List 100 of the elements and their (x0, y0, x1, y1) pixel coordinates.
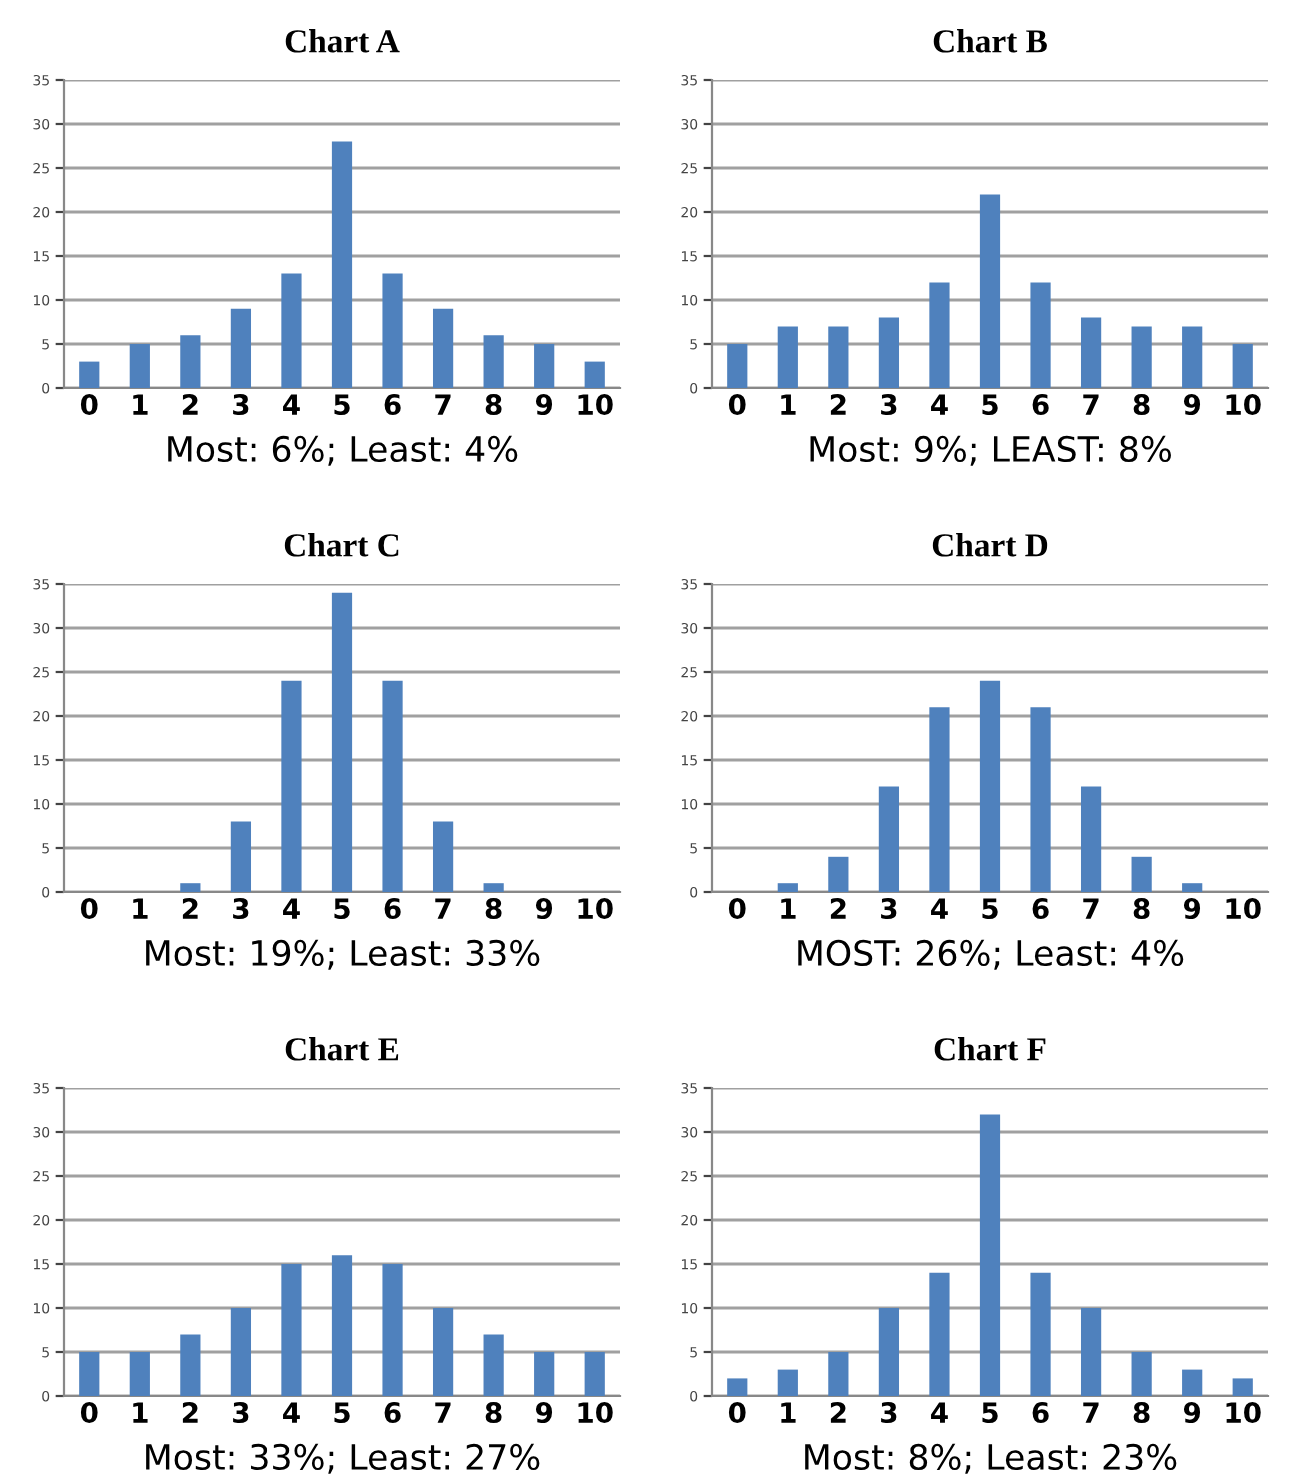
bar (331, 1255, 353, 1396)
text: Most: 9%; LEAST: 8% (810, 435, 1171, 466)
bar (929, 282, 950, 388)
x-tick-label: 8 (1133, 394, 1150, 416)
bar (929, 1272, 950, 1396)
bar (777, 883, 798, 892)
x-tick-label: 3 (233, 394, 249, 416)
x-tick-label: 0 (728, 394, 746, 416)
x-tick-label: 5 (334, 1402, 350, 1424)
bar (230, 821, 252, 892)
bar (483, 1334, 504, 1396)
bar (180, 335, 201, 388)
x-tick-label: 0 (728, 1402, 746, 1424)
bar (483, 335, 504, 388)
x-tick-label: 1 (133, 394, 148, 415)
bar (281, 273, 302, 388)
text: Most: 8%; Least: 23% (805, 1443, 1177, 1474)
bar (230, 1308, 252, 1396)
bar (1080, 1308, 1102, 1396)
x-tick-label: 1 (781, 898, 796, 919)
bar (828, 326, 849, 388)
bar (727, 1378, 748, 1396)
bar (129, 1352, 150, 1396)
x-tick-label: 4 (931, 1402, 948, 1423)
bar (1030, 707, 1051, 892)
text: Most: 19%; Least: 33% (146, 939, 540, 970)
x-tick-label: 4 (931, 394, 948, 415)
x-tick-label: 2 (182, 898, 198, 919)
x-tick-label: 5 (982, 1402, 998, 1424)
bar (1131, 856, 1152, 892)
bar (1131, 1352, 1152, 1396)
bar (929, 707, 950, 892)
x-tick-label: 8 (1133, 898, 1150, 920)
bar (432, 308, 454, 388)
chart-title: Chart C (284, 533, 399, 557)
bar (584, 361, 605, 388)
x-tick-label: 8 (1133, 1402, 1150, 1424)
x-tick-label: 1 (781, 1402, 796, 1423)
x-tick-label: 9 (535, 898, 553, 920)
bar (79, 361, 100, 388)
x-tick-label: 5 (982, 394, 998, 416)
bar (979, 194, 1001, 388)
chart-title: Chart E (285, 1037, 399, 1061)
bar (1030, 282, 1051, 388)
x-tick-label: 10 (578, 898, 613, 920)
x-tick-label: 5 (982, 898, 998, 920)
x-tick-label: 0 (80, 394, 98, 416)
chart-title: Chart B (933, 29, 1047, 53)
bar (382, 680, 403, 892)
bar (777, 1369, 798, 1396)
x-tick-label: 3 (233, 898, 249, 920)
x-tick-label: 9 (535, 1402, 553, 1424)
x-tick-label: 9 (1183, 394, 1201, 416)
bar (534, 344, 555, 388)
bar (1182, 1369, 1203, 1396)
x-tick-label: 6 (384, 898, 401, 920)
x-tick-label: 2 (182, 394, 198, 415)
bar (979, 680, 1001, 892)
x-tick-label: 3 (881, 1402, 897, 1424)
chart-title: Chart D (932, 533, 1048, 557)
bar (180, 1334, 201, 1396)
x-tick-label: 7 (1083, 1402, 1099, 1423)
bar (1182, 326, 1203, 388)
bar (1131, 326, 1152, 388)
x-tick-label: 4 (283, 394, 300, 415)
x-tick-label: 1 (133, 1402, 148, 1423)
bar (1232, 344, 1253, 388)
x-tick-label: 2 (182, 1402, 198, 1423)
bar (129, 344, 150, 388)
x-tick-label: 9 (1183, 898, 1201, 920)
bar (828, 856, 849, 892)
text: MOST: 26%; Least: 4% (798, 939, 1184, 970)
text: Most: 33%; Least: 27% (146, 1443, 540, 1474)
x-tick-label: 3 (233, 1402, 249, 1424)
bar (483, 883, 504, 892)
x-tick-label: 4 (283, 898, 300, 919)
bar (777, 326, 798, 388)
x-tick-label: 8 (485, 898, 502, 920)
x-tick-label: 0 (80, 898, 98, 920)
x-tick-label: 3 (881, 394, 897, 416)
x-tick-label: 5 (334, 898, 350, 920)
x-tick-label: 0 (728, 898, 746, 920)
x-tick-label: 6 (384, 1402, 401, 1424)
x-tick-label: 0 (80, 1402, 98, 1424)
bar (382, 1264, 403, 1396)
x-tick-label: 6 (1032, 1402, 1049, 1424)
x-tick-label: 8 (485, 1402, 502, 1424)
bar (979, 1114, 1001, 1396)
x-tick-label: 2 (830, 1402, 846, 1423)
x-tick-label: 7 (435, 394, 451, 415)
x-tick-label: 4 (283, 1402, 300, 1423)
bar (878, 317, 900, 388)
bar (1232, 1378, 1253, 1396)
bar (281, 680, 302, 892)
bar (878, 1308, 900, 1396)
bar (79, 1352, 100, 1396)
x-tick-label: 2 (830, 898, 846, 919)
x-tick-label: 5 (334, 394, 350, 416)
x-tick-label: 6 (1032, 394, 1049, 416)
x-tick-label: 2 (830, 394, 846, 415)
